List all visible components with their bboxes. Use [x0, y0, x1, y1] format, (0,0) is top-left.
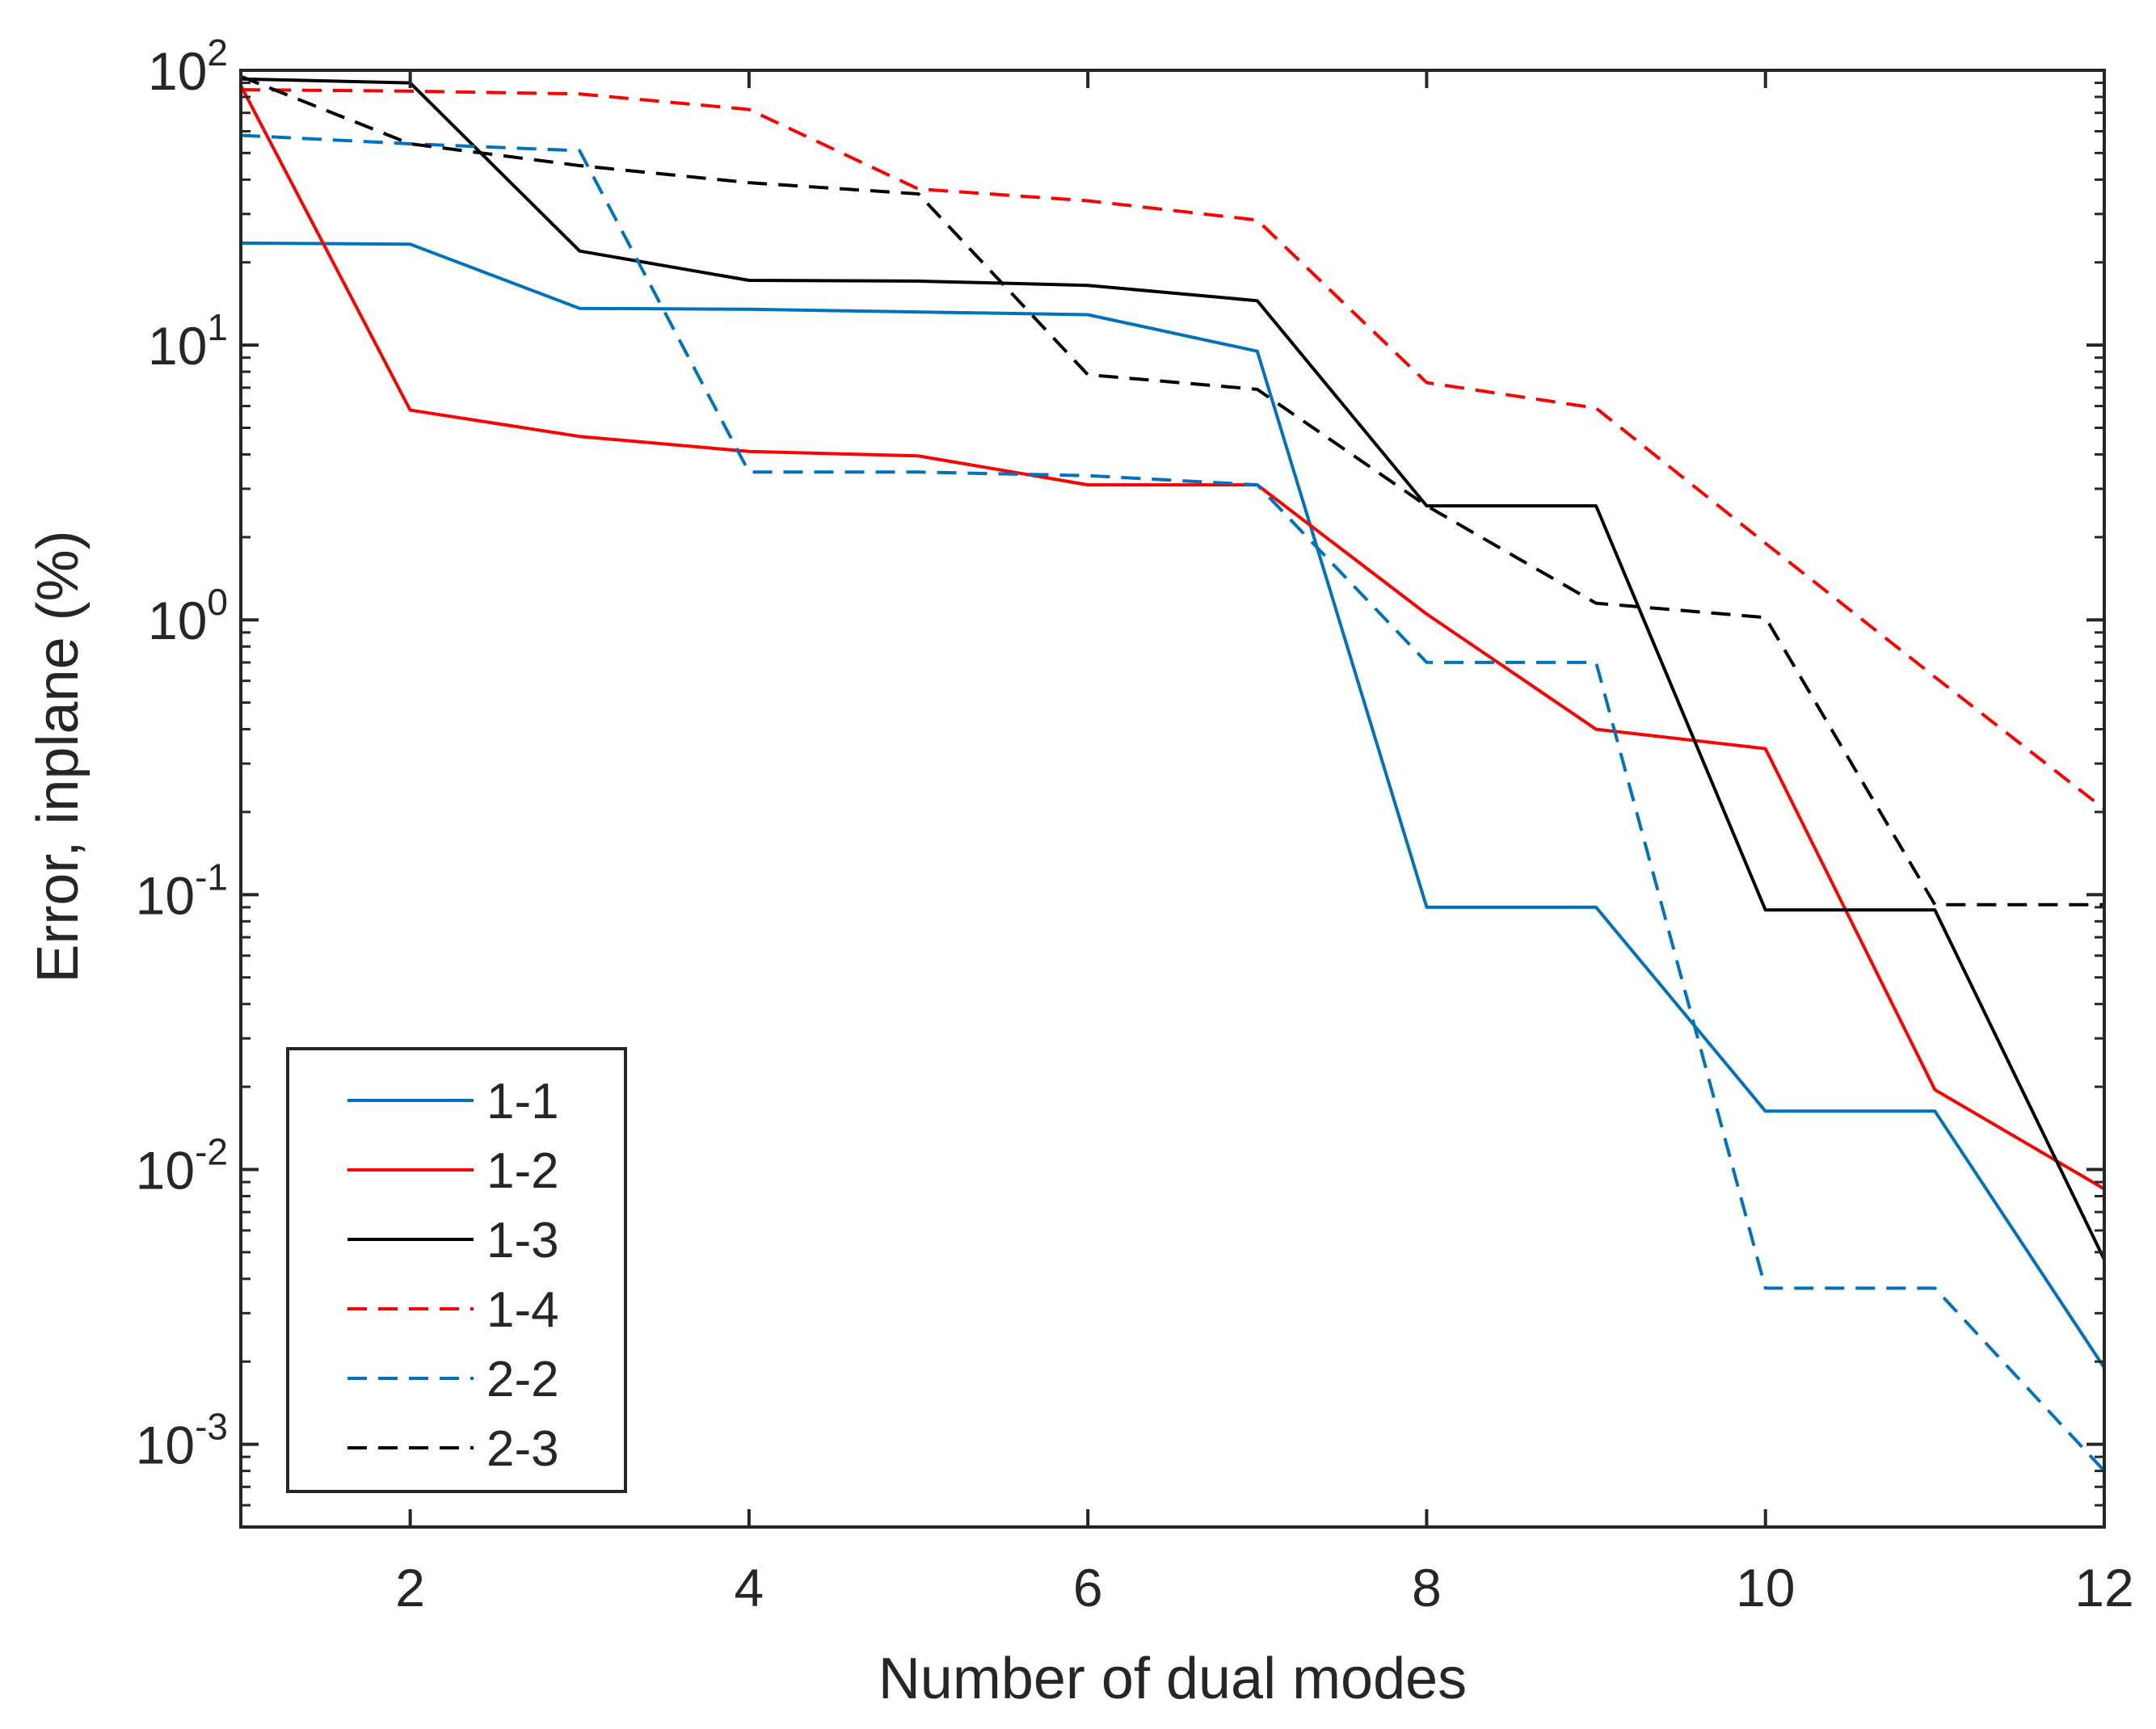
legend-label-2-3: 2-3 [486, 1421, 559, 1477]
legend-label-1-1: 1-1 [486, 1074, 559, 1130]
series-line-1-4 [241, 88, 2104, 810]
legend-label-1-2: 1-2 [486, 1143, 559, 1199]
y-tick-label: 10-2 [136, 1130, 228, 1200]
x-tick-label: 4 [735, 1558, 764, 1618]
series-line-1-3 [241, 77, 2104, 1260]
x-tick-label: 8 [1412, 1558, 1442, 1618]
y-tick-label: 10-1 [136, 856, 228, 925]
ticks-layer [241, 69, 2106, 1529]
y-axis-title: Error, inplane (%) [26, 530, 91, 982]
series-layer [241, 74, 2104, 1472]
x-tick-label: 6 [1073, 1558, 1103, 1618]
tick-labels: 2 4 6 8 10 12 10-3 10-2 10-1 100 101 102 [136, 32, 2134, 1618]
legend: 1-1 1-2 1-3 1-4 2-2 2-3 [286, 1047, 627, 1493]
legend-label-1-4: 1-4 [486, 1282, 559, 1338]
x-tick-label: 12 [2074, 1558, 2133, 1618]
series-line-1-1 [241, 241, 2104, 1369]
series-line-2-2 [241, 133, 2104, 1472]
x-tick-label: 2 [395, 1558, 425, 1618]
x-axis-title: Number of dual modes [878, 1647, 1467, 1711]
y-tick-label: 10-3 [136, 1406, 228, 1475]
series-line-2-3 [241, 74, 2104, 907]
y-tick-label: 102 [148, 32, 228, 101]
x-tick-label: 10 [1736, 1558, 1795, 1618]
series-line-1-2 [241, 84, 2104, 1191]
y-tick-label: 100 [148, 581, 228, 650]
legend-box [286, 1047, 627, 1493]
legend-label-2-2: 2-2 [486, 1352, 559, 1407]
legend-label-1-3: 1-3 [486, 1213, 559, 1268]
plot-frame [239, 69, 2106, 1529]
y-tick-label: 101 [148, 306, 228, 376]
